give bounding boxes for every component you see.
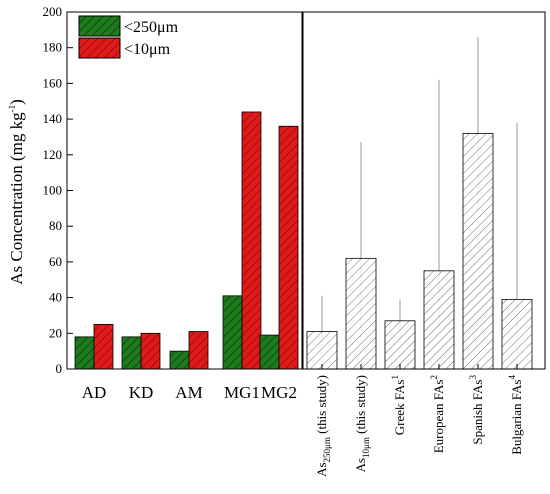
y-tick-label: 80 xyxy=(49,218,62,233)
x-tick-label: As10μm (this study) xyxy=(353,375,371,472)
x-tick-label-kd: KD xyxy=(129,383,154,402)
x-tick-label-mg2: MG2 xyxy=(261,383,297,402)
x-tick-label-am: AM xyxy=(175,383,202,402)
comparison-bar xyxy=(345,257,377,370)
bar-250um-am xyxy=(169,350,190,370)
y-tick-label: 120 xyxy=(43,147,63,162)
comparison-bar xyxy=(306,331,338,370)
legend-label-10um: <10μm xyxy=(124,41,171,58)
bar-250um-kd xyxy=(121,336,142,370)
plot-frame xyxy=(66,11,546,370)
bar-250um-ad xyxy=(74,336,95,370)
bar-250um-mg1 xyxy=(222,295,243,370)
x-tick-label: Spanish FAs3 xyxy=(468,375,485,445)
comparison-bar xyxy=(462,132,494,370)
legend-swatch-10um xyxy=(78,37,121,59)
y-tick-label: 20 xyxy=(49,325,62,340)
x-tick-label: As250μm (this study) xyxy=(314,375,332,477)
y-tick-label: 40 xyxy=(49,290,62,305)
x-tick-label-mg1: MG1 xyxy=(224,383,260,402)
y-tick-label: 60 xyxy=(49,254,62,269)
y-tick-label: 140 xyxy=(43,111,63,126)
comparison-bar xyxy=(501,298,533,370)
bar-250um-mg2 xyxy=(259,334,280,370)
y-tick-label: 180 xyxy=(43,40,63,55)
legend-swatch-250um xyxy=(78,15,121,37)
legend: <250μm <10μm xyxy=(78,15,179,59)
bar-10um-am xyxy=(188,331,209,370)
comparison-bar xyxy=(423,270,455,370)
bar-10um-ad xyxy=(93,323,114,370)
x-tick-label: Greek FAs1 xyxy=(390,375,407,435)
bar-10um-kd xyxy=(140,332,161,370)
y-tick-label: 160 xyxy=(43,75,63,90)
y-tick-label: 0 xyxy=(56,361,63,376)
y-axis: 0 20 40 60 80 100 120 140 160 180 200 xyxy=(43,4,73,376)
comparison-bar xyxy=(384,320,416,370)
y-tick-label: 200 xyxy=(43,4,63,19)
x-tick-label-ad: AD xyxy=(82,383,107,402)
bar-10um-mg2 xyxy=(278,125,299,370)
legend-label-250um: <250μm xyxy=(124,19,179,36)
y-axis-title: As Concentration (mg kg-1) xyxy=(7,99,26,285)
x-axis: AD KD AM MG1 MG2 As250μm (this study) As10μm (… xyxy=(82,364,524,477)
y-tick-label: 100 xyxy=(43,183,63,198)
x-tick-label: Bulgarian FAs4 xyxy=(507,375,524,455)
x-tick-label: European FAs2 xyxy=(429,375,446,453)
bar-10um-mg1 xyxy=(241,111,262,370)
